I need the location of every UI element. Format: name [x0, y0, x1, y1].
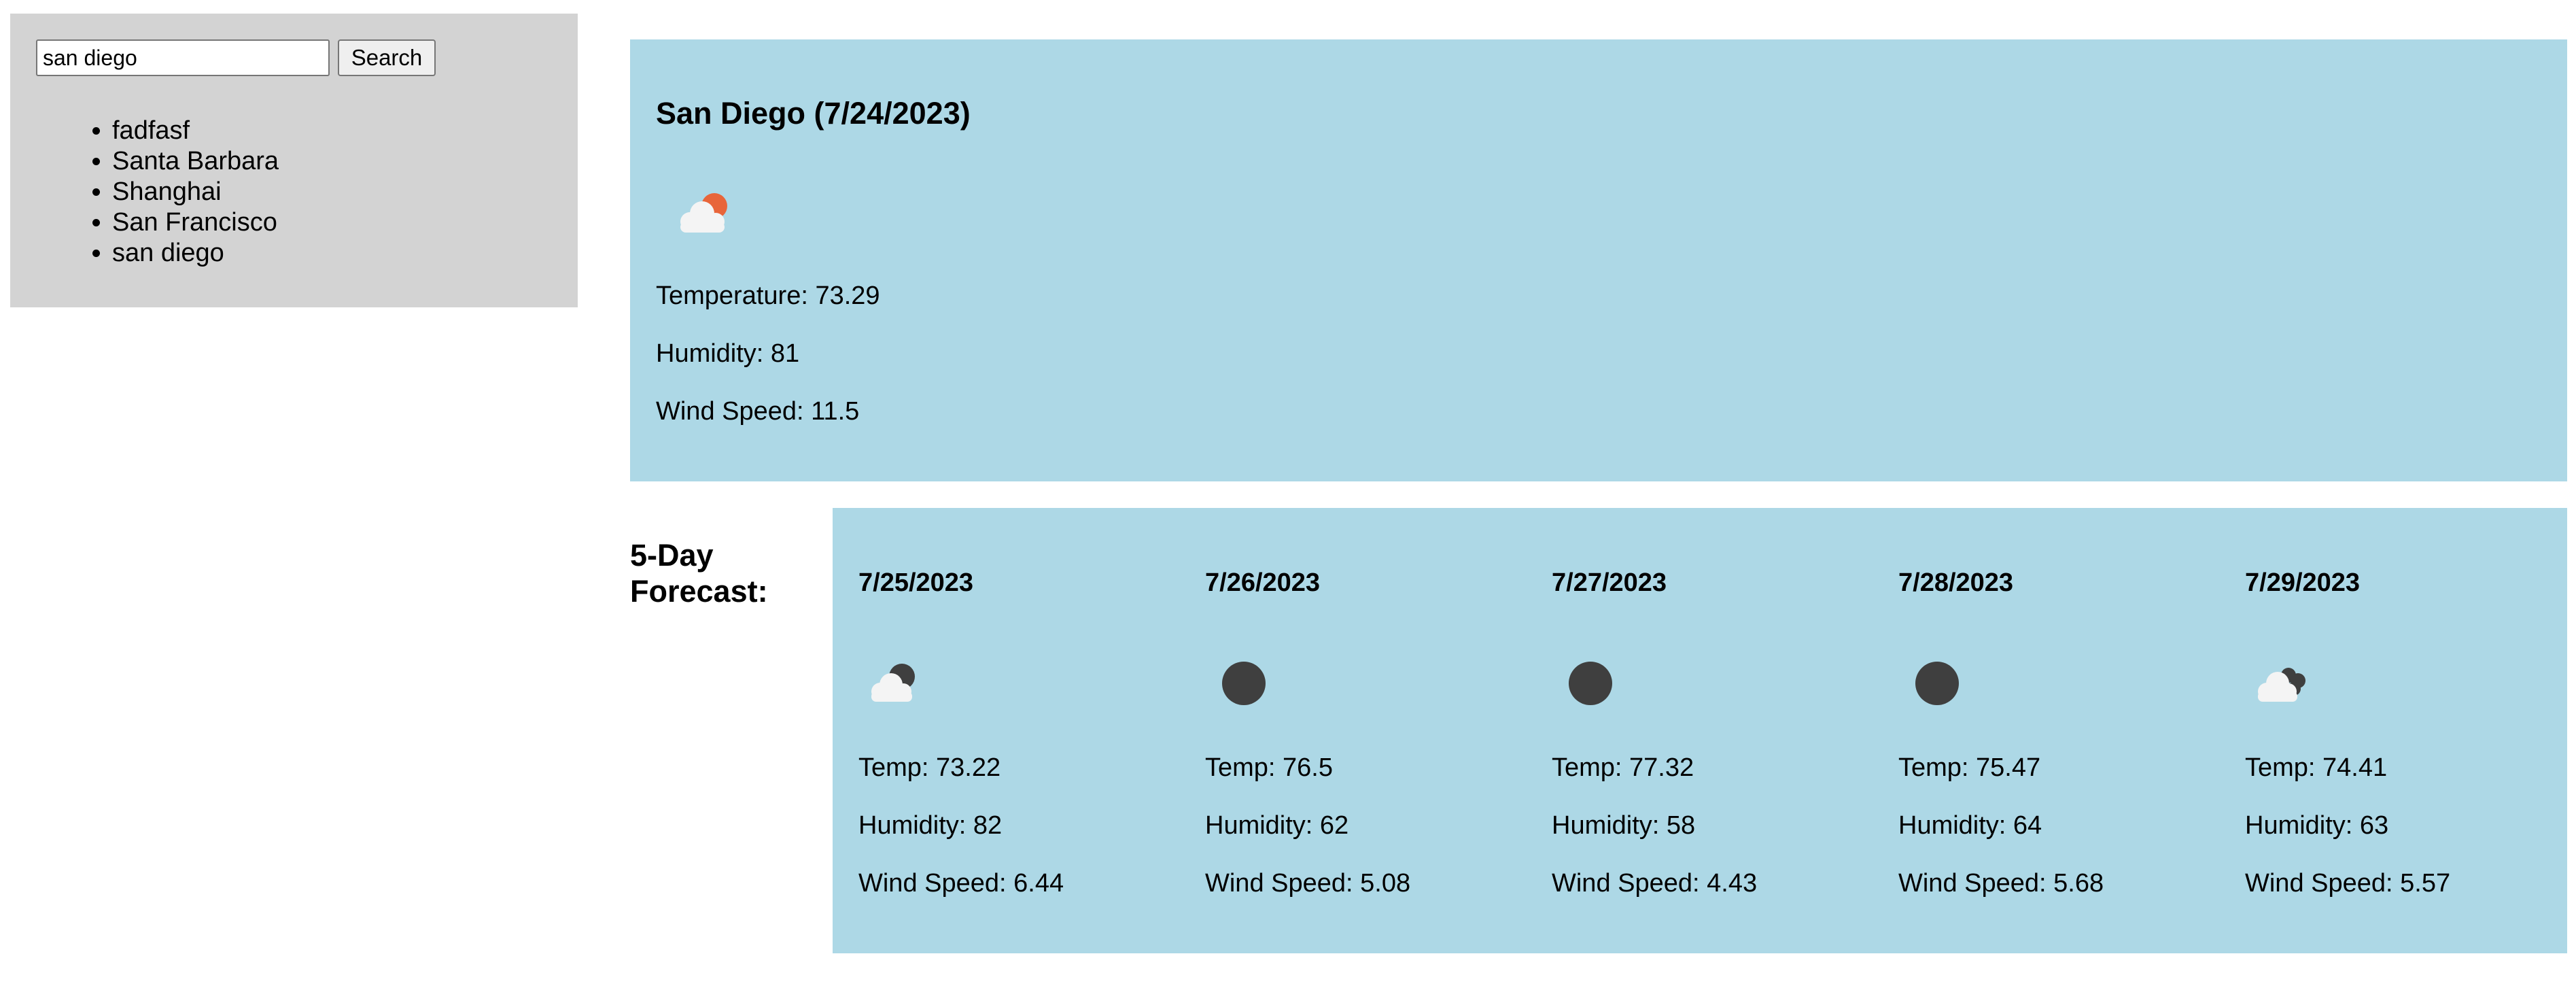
- forecast-heading-line2: Forecast:: [630, 574, 768, 609]
- forecast-date: 7/28/2023: [1898, 568, 2014, 597]
- cloud-sun-icon: [668, 175, 743, 250]
- forecast-date: 7/26/2023: [1205, 568, 1321, 597]
- forecast-date: 7/29/2023: [2245, 568, 2361, 597]
- city-search-input[interactable]: [36, 39, 330, 76]
- forecast-day-card: 7/25/2023 Temp: 73.22 Humidity: 82 Wind …: [833, 508, 1179, 953]
- forecast-temp: Temp: 75.47: [1898, 753, 2041, 782]
- cloud-moon-icon: [860, 644, 935, 719]
- forecast-day-card: 7/26/2023 Temp: 76.5 Humidity: 62 Wind S…: [1179, 508, 1526, 953]
- forecast-panel: 7/25/2023 Temp: 73.22 Humidity: 82 Wind …: [833, 508, 2567, 953]
- forecast-temp: Temp: 77.32: [1552, 753, 1694, 782]
- history-item[interactable]: fadfasf: [112, 116, 279, 146]
- current-wind-speed: Wind Speed: 11.5: [656, 397, 860, 426]
- history-item[interactable]: Shanghai: [112, 177, 279, 207]
- forecast-heading: 5-Day Forecast:: [630, 537, 807, 609]
- forecast-humidity: Humidity: 82: [858, 811, 1003, 840]
- moon-icon: [1900, 644, 1974, 719]
- current-humidity: Humidity: 81: [656, 339, 800, 368]
- history-item[interactable]: Santa Barbara: [112, 146, 279, 177]
- forecast-date: 7/27/2023: [1552, 568, 1667, 597]
- forecast-temp: Temp: 76.5: [1205, 753, 1333, 782]
- forecast-wind-speed: Wind Speed: 5.57: [2245, 869, 2451, 898]
- forecast-heading-line1: 5-Day: [630, 538, 714, 573]
- forecast-humidity: Humidity: 64: [1898, 811, 2042, 840]
- current-temperature: Temperature: 73.29: [656, 282, 880, 310]
- forecast-temp: Temp: 74.41: [2245, 753, 2388, 782]
- current-weather-panel: San Diego (7/24/2023) Temperature: 73.29…: [630, 39, 2567, 481]
- forecast-date: 7/25/2023: [858, 568, 974, 597]
- history-item[interactable]: San Francisco: [112, 207, 279, 238]
- search-button[interactable]: Search: [338, 39, 436, 76]
- forecast-wind-speed: Wind Speed: 6.44: [858, 869, 1064, 898]
- forecast-day-card: 7/29/2023 Temp: 74.41 Humidity: 63 Wind …: [2219, 508, 2566, 953]
- forecast-day-card: 7/28/2023 Temp: 75.47 Humidity: 64 Wind …: [1873, 508, 2219, 953]
- forecast-wind-speed: Wind Speed: 5.08: [1205, 869, 1411, 898]
- forecast-humidity: Humidity: 58: [1552, 811, 1696, 840]
- cloudy-night-icon: [2246, 644, 2321, 719]
- forecast-humidity: Humidity: 62: [1205, 811, 1349, 840]
- forecast-temp: Temp: 73.22: [858, 753, 1001, 782]
- forecast-day-card: 7/27/2023 Temp: 77.32 Humidity: 58 Wind …: [1526, 508, 1873, 953]
- forecast-wind-speed: Wind Speed: 4.43: [1552, 869, 1758, 898]
- moon-icon: [1206, 644, 1281, 719]
- search-row: Search: [36, 39, 436, 76]
- forecast-humidity: Humidity: 63: [2245, 811, 2389, 840]
- forecast-wind-speed: Wind Speed: 5.68: [1898, 869, 2104, 898]
- current-city-title: San Diego (7/24/2023): [656, 96, 971, 131]
- search-history-list: fadfasf Santa Barbara Shanghai San Franc…: [112, 116, 279, 269]
- history-item[interactable]: san diego: [112, 238, 279, 269]
- moon-icon: [1553, 644, 1628, 719]
- search-sidebar: Search fadfasf Santa Barbara Shanghai Sa…: [10, 14, 578, 307]
